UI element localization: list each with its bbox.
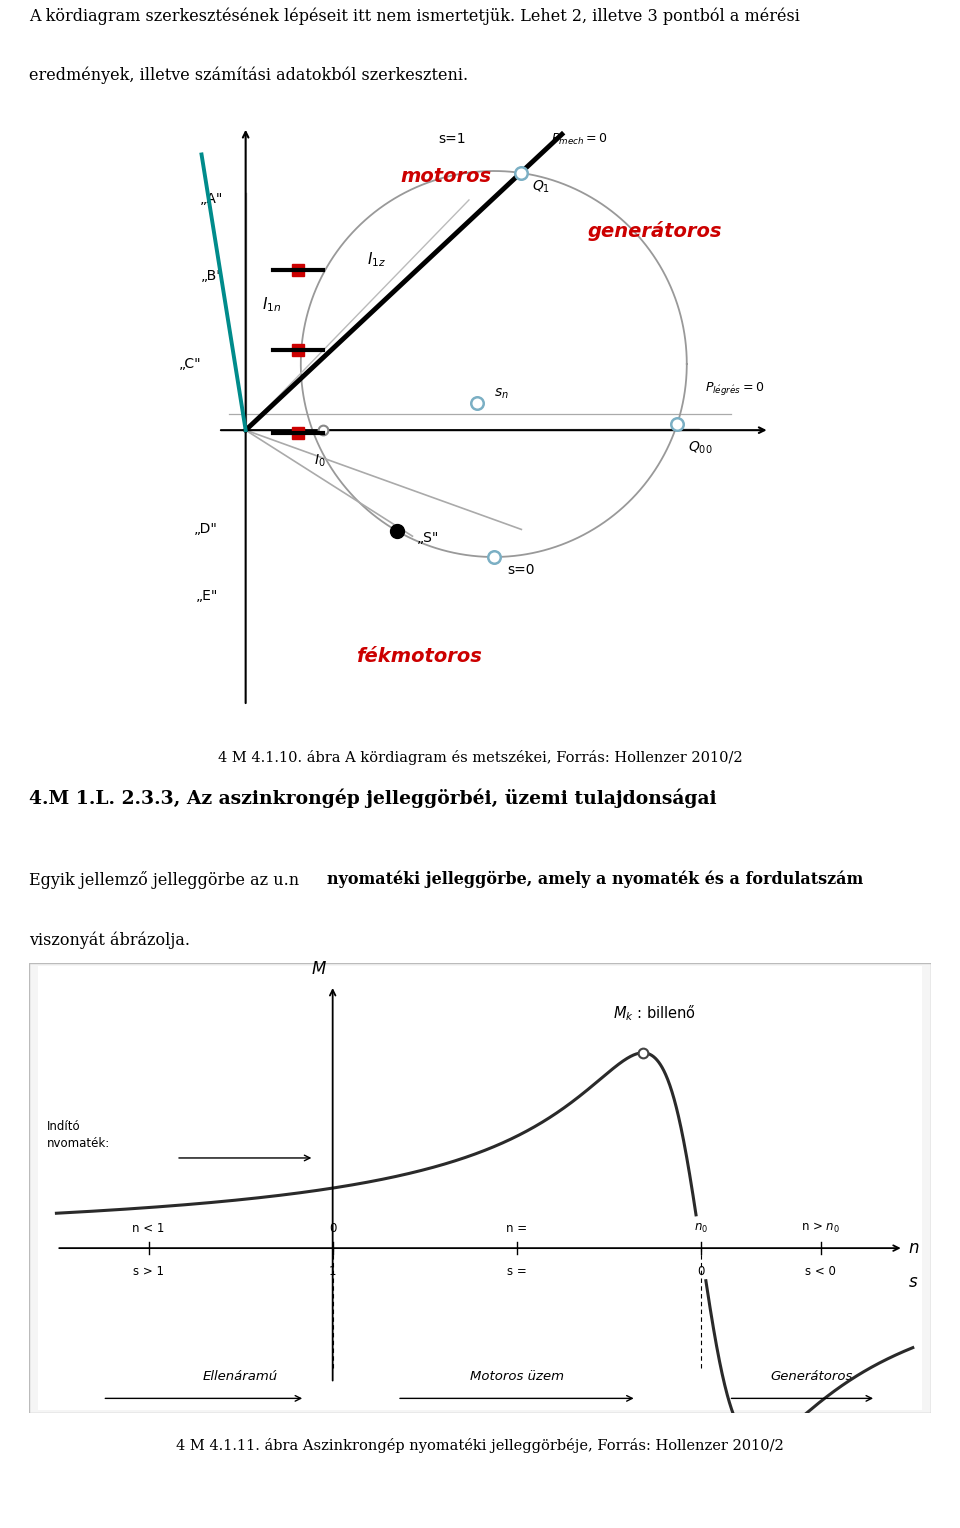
Text: $M$: $M$ bbox=[311, 960, 326, 978]
Text: 0: 0 bbox=[329, 1221, 336, 1235]
Text: 4.M 1.L. 2.3.3, Az aszinkrongép jelleggörbéi, üzemi tulajdonságai: 4.M 1.L. 2.3.3, Az aszinkrongép jelleggö… bbox=[29, 788, 716, 808]
Text: Indító
nvomaték:: Indító nvomaték: bbox=[47, 1120, 110, 1151]
Text: s > 1: s > 1 bbox=[133, 1265, 164, 1277]
Text: $I_0$: $I_0$ bbox=[314, 452, 325, 469]
Text: $n_0$: $n_0$ bbox=[694, 1221, 708, 1235]
Text: s < 0: s < 0 bbox=[805, 1265, 836, 1277]
Text: s =: s = bbox=[507, 1265, 527, 1277]
Text: Generátoros: Generátoros bbox=[770, 1369, 852, 1383]
Text: „A": „A" bbox=[201, 191, 224, 206]
Text: eredmények, illetve számítási adatokból szerkeszteni.: eredmények, illetve számítási adatokból … bbox=[29, 66, 468, 84]
Text: 0: 0 bbox=[697, 1265, 705, 1277]
Text: $Q_{00}$: $Q_{00}$ bbox=[688, 439, 713, 455]
Text: $P_{mech}=0$: $P_{mech}=0$ bbox=[551, 131, 608, 147]
Text: 4 M 4.1.11. ábra Aszinkrongép nyomatéki jelleggörbéje, Forrás: Hollenzer 2010/2: 4 M 4.1.11. ábra Aszinkrongép nyomatéki … bbox=[176, 1438, 784, 1453]
Text: $I_{1n}$: $I_{1n}$ bbox=[262, 295, 281, 313]
Text: „S": „S" bbox=[417, 532, 439, 545]
Text: $M_k$ : billenő: $M_k$ : billenő bbox=[613, 1002, 697, 1022]
Text: nyomatéki jelleggörbe, amely a nyomaték és a fordulatszám: nyomatéki jelleggörbe, amely a nyomaték … bbox=[326, 871, 863, 888]
Text: Egyik jellemző jelleggörbe az u.n: Egyik jellemző jelleggörbe az u.n bbox=[29, 871, 304, 889]
Text: n < 1: n < 1 bbox=[132, 1221, 165, 1235]
Text: fékmotoros: fékmotoros bbox=[356, 646, 482, 666]
Text: $Q_1$: $Q_1$ bbox=[532, 179, 550, 194]
Text: s=0: s=0 bbox=[508, 562, 535, 576]
Text: $P_{l\acute{e}gr\acute{e}s}=0$: $P_{l\acute{e}gr\acute{e}s}=0$ bbox=[705, 379, 764, 397]
Text: 1: 1 bbox=[329, 1265, 336, 1277]
Text: $n$: $n$ bbox=[908, 1239, 920, 1258]
Text: 4 M 4.1.10. ábra A kördiagram és metszékei, Forrás: Hollenzer 2010/2: 4 M 4.1.10. ábra A kördiagram és metszék… bbox=[218, 750, 742, 766]
Text: $s_n$: $s_n$ bbox=[493, 387, 509, 402]
Text: Motoros üzem: Motoros üzem bbox=[469, 1369, 564, 1383]
Text: n > $n_0$: n > $n_0$ bbox=[802, 1221, 840, 1235]
Text: Ellenáramú: Ellenáramú bbox=[203, 1369, 278, 1383]
Text: viszonyát ábrázolja.: viszonyát ábrázolja. bbox=[29, 932, 190, 949]
Text: „C": „C" bbox=[179, 358, 202, 371]
Text: $I_{1z}$: $I_{1z}$ bbox=[367, 251, 386, 269]
Text: n =: n = bbox=[506, 1221, 527, 1235]
Text: „D": „D" bbox=[194, 523, 218, 536]
Text: motoros: motoros bbox=[400, 167, 492, 186]
Text: „E": „E" bbox=[196, 588, 218, 602]
Text: A kördiagram szerkesztésének lépéseit itt nem ismertetjük. Lehet 2, illetve 3 po: A kördiagram szerkesztésének lépéseit it… bbox=[29, 8, 800, 24]
Text: generátoros: generátoros bbox=[588, 222, 722, 241]
Text: s=1: s=1 bbox=[438, 131, 466, 145]
Text: „B": „B" bbox=[201, 269, 224, 283]
Text: $s$: $s$ bbox=[908, 1273, 919, 1291]
